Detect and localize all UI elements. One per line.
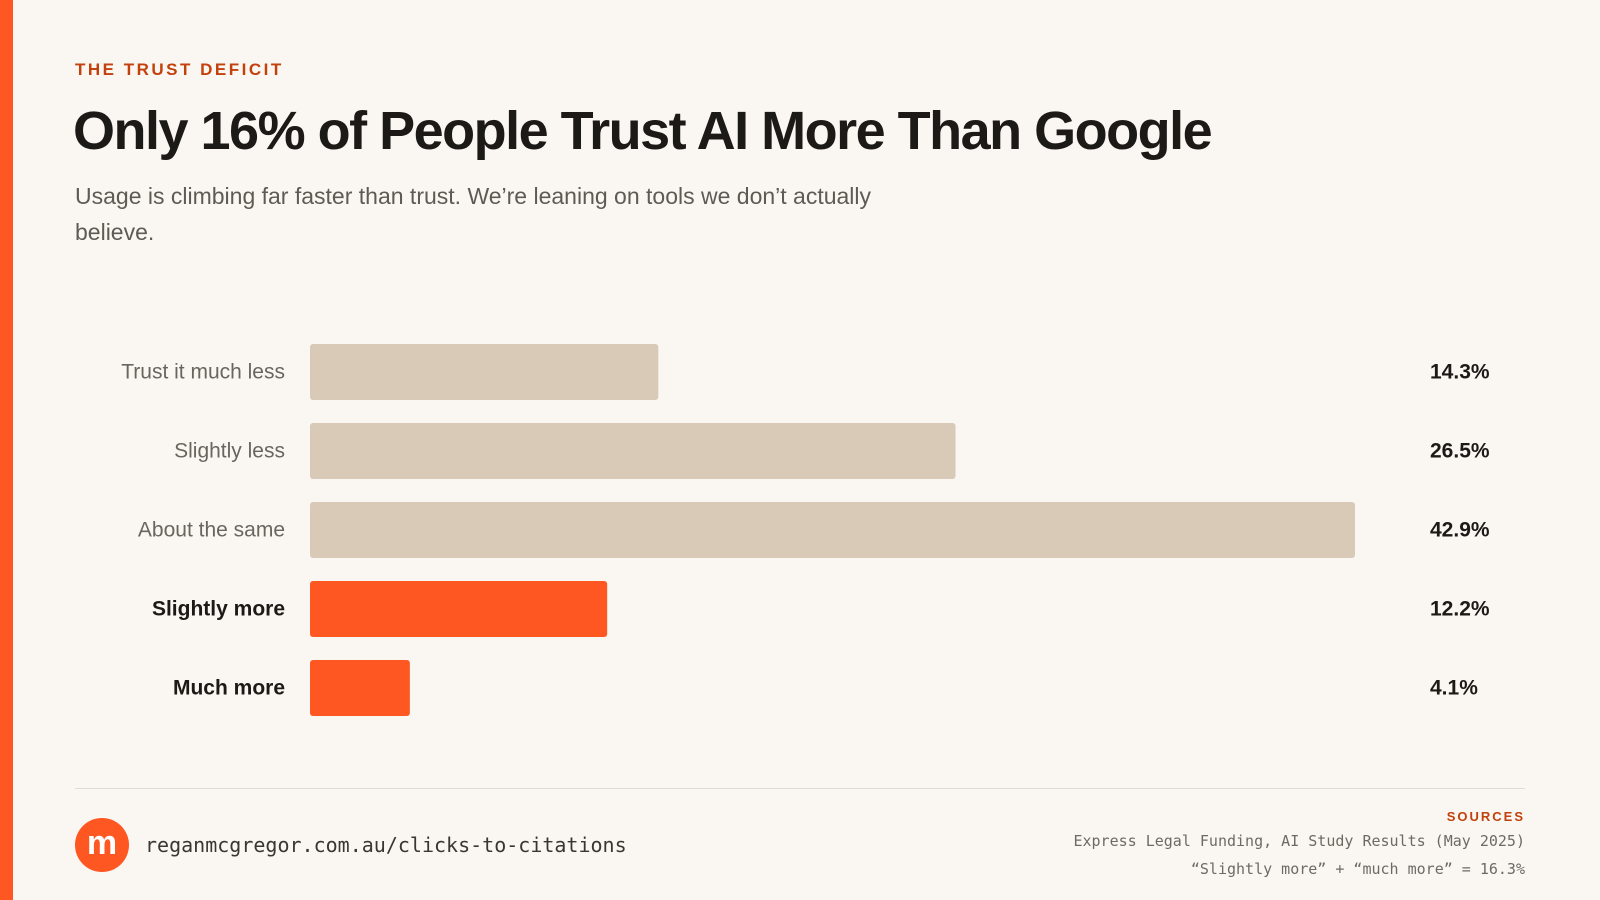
eyebrow-label: THE TRUST DEFICIT [75, 60, 284, 79]
category-label: About the same [138, 519, 285, 542]
bar [310, 502, 1355, 558]
accent-bar [0, 0, 13, 900]
value-label: 26.5% [1430, 440, 1490, 463]
page-subtitle: Usage is climbing far faster than trust.… [75, 183, 872, 245]
value-label: 14.3% [1430, 361, 1490, 384]
page-title: Only 16% of People Trust AI More Than Go… [73, 101, 1213, 161]
sources-label: SOURCES [1446, 809, 1525, 824]
value-label: 12.2% [1430, 598, 1490, 621]
trust-bar-chart: Trust it much less 14.3% Slightly less 26.5… [121, 344, 1490, 716]
source-line-note: “Slightly more” + “much more” = 16.3% [1190, 860, 1525, 878]
category-label: Slightly less [174, 440, 285, 463]
bar [310, 423, 956, 479]
bar [310, 344, 659, 400]
bar [310, 581, 608, 637]
source-line-study: Express Legal Funding, AI Study Results … [1073, 832, 1525, 850]
value-label: 42.9% [1430, 519, 1490, 542]
value-label: 4.1% [1430, 677, 1478, 700]
category-label: Slightly more [152, 598, 285, 621]
footer-url-link[interactable]: reganmcgregor.com.au/clicks-to-citations [145, 833, 627, 857]
footer-divider [75, 788, 1525, 789]
brand-logo: m [75, 818, 129, 872]
category-label: Much more [173, 677, 285, 700]
bar [310, 660, 410, 716]
category-label: Trust it much less [121, 361, 285, 384]
logo-letter: m [86, 823, 118, 862]
